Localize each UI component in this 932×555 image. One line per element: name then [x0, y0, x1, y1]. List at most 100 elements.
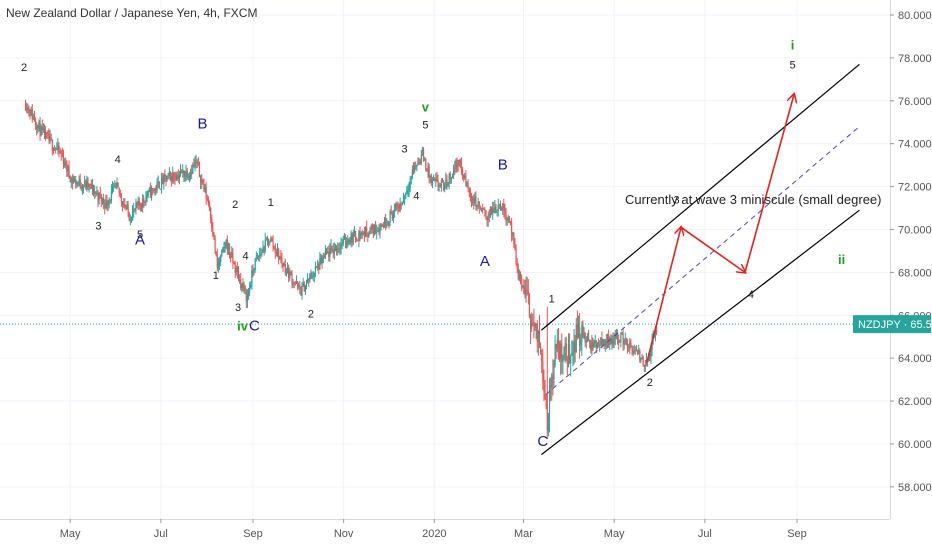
candle-body — [154, 188, 156, 191]
candle-body — [473, 198, 475, 204]
candle-body — [334, 246, 337, 250]
candle-body — [224, 247, 226, 249]
candle-body — [436, 178, 438, 181]
candle-body — [618, 340, 620, 343]
candle-body — [327, 251, 329, 254]
candle-body — [439, 184, 441, 187]
candle-body — [375, 225, 377, 233]
candle-body — [364, 227, 367, 237]
candle-body — [307, 278, 309, 283]
candle-body — [195, 161, 197, 163]
candle-body — [85, 180, 87, 188]
wave-label: 5 — [422, 120, 428, 132]
candle-body — [211, 217, 213, 228]
candle-body — [329, 248, 331, 257]
candle-body — [232, 252, 234, 263]
candle-body — [390, 211, 392, 215]
candle-body — [528, 293, 531, 317]
candle-body — [77, 182, 79, 184]
candle-body — [323, 256, 325, 258]
candle-body — [87, 180, 89, 187]
candle-body — [448, 173, 450, 184]
candle-body — [573, 342, 575, 352]
candle-body — [242, 283, 244, 289]
candle-body — [640, 358, 642, 361]
candle-body — [644, 365, 646, 367]
candle-body — [380, 224, 382, 227]
candle-body — [534, 325, 536, 328]
candle-body — [580, 341, 582, 346]
candle-body — [600, 337, 602, 345]
candle-body — [517, 267, 519, 280]
candle-body — [191, 171, 193, 174]
candle-body — [445, 179, 447, 188]
candle-body — [36, 124, 38, 130]
candle-body — [342, 238, 344, 244]
candle-body — [61, 154, 63, 157]
candle-body — [172, 173, 174, 182]
candle-body — [453, 167, 455, 174]
candle-body — [474, 196, 476, 204]
candle-body — [553, 365, 555, 380]
candle-body — [71, 178, 73, 183]
candle-body — [558, 355, 561, 360]
candle-body — [105, 200, 107, 209]
candle-body — [401, 203, 403, 206]
channel-mid-line — [545, 126, 860, 395]
candle-body — [543, 381, 545, 392]
candle-body — [131, 211, 134, 221]
candle-body — [489, 206, 492, 216]
candle-body — [457, 165, 459, 167]
candle-body — [527, 291, 529, 294]
candle-body — [461, 170, 464, 175]
candle-body — [443, 181, 445, 190]
candle-body — [319, 258, 321, 270]
channel-lower-line — [540, 209, 860, 456]
candle-body — [410, 177, 412, 179]
y-tick-label: 60.000 — [898, 439, 932, 451]
candle-body — [420, 155, 422, 164]
candle-body — [594, 340, 596, 343]
candle-body — [570, 354, 572, 364]
channel-upper-line — [540, 63, 860, 331]
candle-body — [482, 208, 484, 210]
candle-body — [262, 247, 264, 253]
candle-body — [27, 106, 29, 111]
candle-body — [243, 286, 245, 289]
candle-body — [548, 384, 551, 417]
candle-body — [552, 375, 554, 380]
candle-body — [458, 160, 460, 166]
candle-body — [372, 225, 374, 235]
candle-body — [587, 335, 590, 340]
candle-body — [303, 283, 305, 292]
candle-body — [107, 204, 109, 206]
candle-body — [424, 159, 426, 161]
candle-body — [589, 339, 591, 344]
candle-body — [369, 227, 371, 234]
candle-body — [434, 179, 436, 181]
candle-body — [350, 233, 352, 242]
candle-body — [409, 178, 411, 189]
candle-body — [435, 178, 437, 181]
candle-body — [185, 170, 187, 175]
candle-body — [282, 262, 284, 266]
candle-body — [359, 231, 361, 237]
candle-body — [425, 159, 427, 170]
candle-body — [512, 233, 514, 235]
candle-body — [360, 232, 362, 237]
candle-body — [629, 341, 631, 350]
candle-body — [108, 199, 110, 205]
candle-body — [68, 166, 70, 176]
y-tick-label: 80.000 — [898, 10, 932, 22]
candle-body — [116, 182, 118, 184]
candle-body — [362, 231, 364, 235]
candle-body — [96, 193, 98, 195]
candle-body — [485, 210, 487, 219]
candle-body — [255, 257, 257, 259]
candle-body — [631, 345, 633, 350]
candle-body — [331, 246, 333, 250]
candle-body — [408, 188, 410, 191]
candle-body — [582, 325, 584, 336]
wave-label: 3 — [95, 220, 101, 232]
